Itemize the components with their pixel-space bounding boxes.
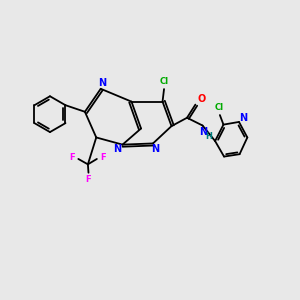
Text: N: N xyxy=(151,144,159,154)
Text: Cl: Cl xyxy=(160,77,169,86)
Text: N: N xyxy=(199,127,207,137)
Text: F: F xyxy=(100,153,106,162)
Text: Cl: Cl xyxy=(215,103,224,112)
Text: H: H xyxy=(205,132,212,141)
Text: N: N xyxy=(113,144,121,154)
Text: N: N xyxy=(239,113,247,123)
Text: F: F xyxy=(86,175,91,184)
Text: F: F xyxy=(70,153,75,162)
Text: N: N xyxy=(98,78,106,88)
Text: O: O xyxy=(198,94,206,104)
